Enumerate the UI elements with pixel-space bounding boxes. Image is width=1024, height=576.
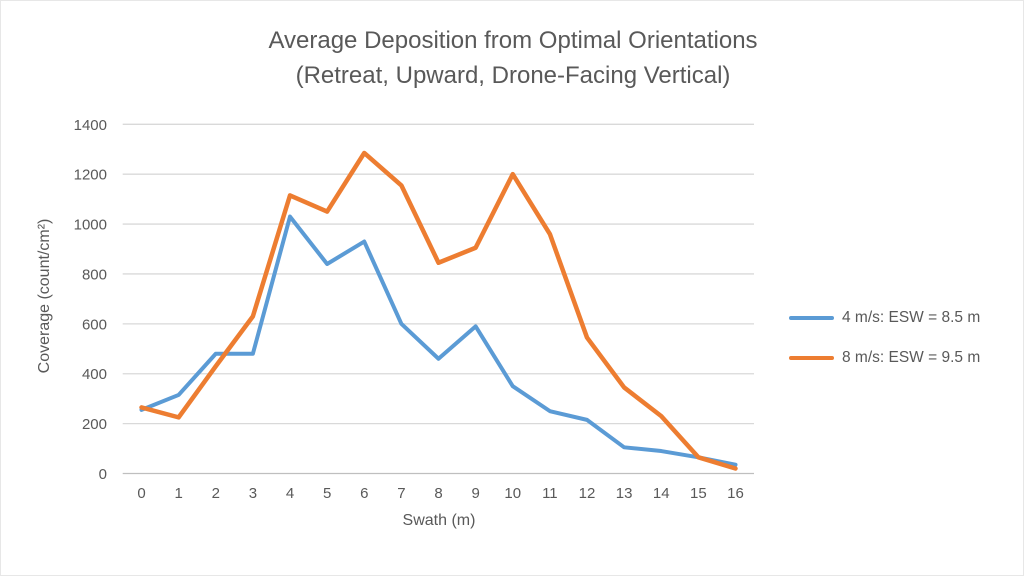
x-tick-label: 15 [690, 485, 707, 502]
x-tick-label: 16 [727, 485, 744, 502]
x-tick-label: 8 [434, 485, 442, 502]
y-tick-label: 1200 [74, 167, 107, 184]
chart-title-line1: Average Deposition from Optimal Orientat… [268, 27, 758, 54]
x-tick-label: 0 [137, 485, 145, 502]
x-tick-label: 4 [286, 485, 294, 502]
legend-swatch-orange-line [789, 356, 834, 360]
y-axis-title: Coverage (count/cm²) [36, 218, 53, 374]
x-tick-label: 13 [616, 485, 633, 502]
x-tick-label: 11 [542, 485, 558, 502]
x-axis-title: Swath (m) [402, 512, 476, 529]
x-tick-label: 2 [212, 485, 220, 502]
x-tick-label: 10 [504, 485, 521, 502]
y-tick-label: 0 [99, 466, 107, 483]
x-tick-label: 9 [471, 485, 479, 502]
y-tick-label: 400 [82, 366, 107, 383]
legend-item-4ms: 4 m/s: ESW = 8.5 m [789, 307, 980, 329]
series-line-2 [139, 150, 738, 471]
legend-label-8ms: 8 m/s: ESW = 9.5 m [842, 349, 981, 366]
x-tick-label: 7 [397, 485, 405, 502]
legend-item-8ms: 8 m/s: ESW = 9.5 m [789, 347, 980, 369]
legend-label-4ms: 4 m/s: ESW = 8.5 m [842, 309, 981, 326]
x-tick-label: 3 [249, 485, 257, 502]
chart-title: Average Deposition from Optimal Orientat… [1, 23, 1023, 93]
y-tick-label: 800 [82, 266, 107, 283]
x-tick-label: 5 [323, 485, 331, 502]
x-tick-label: 6 [360, 485, 368, 502]
x-tick-label: 14 [653, 485, 670, 502]
y-tick-label: 1400 [74, 117, 107, 134]
series-line-1 [139, 214, 738, 467]
legend-swatch-blue-line [789, 316, 834, 320]
y-tick-label: 600 [82, 316, 107, 333]
y-tick-label: 1000 [74, 217, 107, 234]
x-tick-label: 12 [579, 485, 596, 502]
chart-title-line2: (Retreat, Upward, Drone-Facing Vertical) [295, 62, 731, 89]
x-tick-label: 1 [174, 485, 182, 502]
legend: 4 m/s: ESW = 8.5 m 8 m/s: ESW = 9.5 m [789, 307, 980, 387]
y-tick-label: 200 [82, 416, 107, 433]
